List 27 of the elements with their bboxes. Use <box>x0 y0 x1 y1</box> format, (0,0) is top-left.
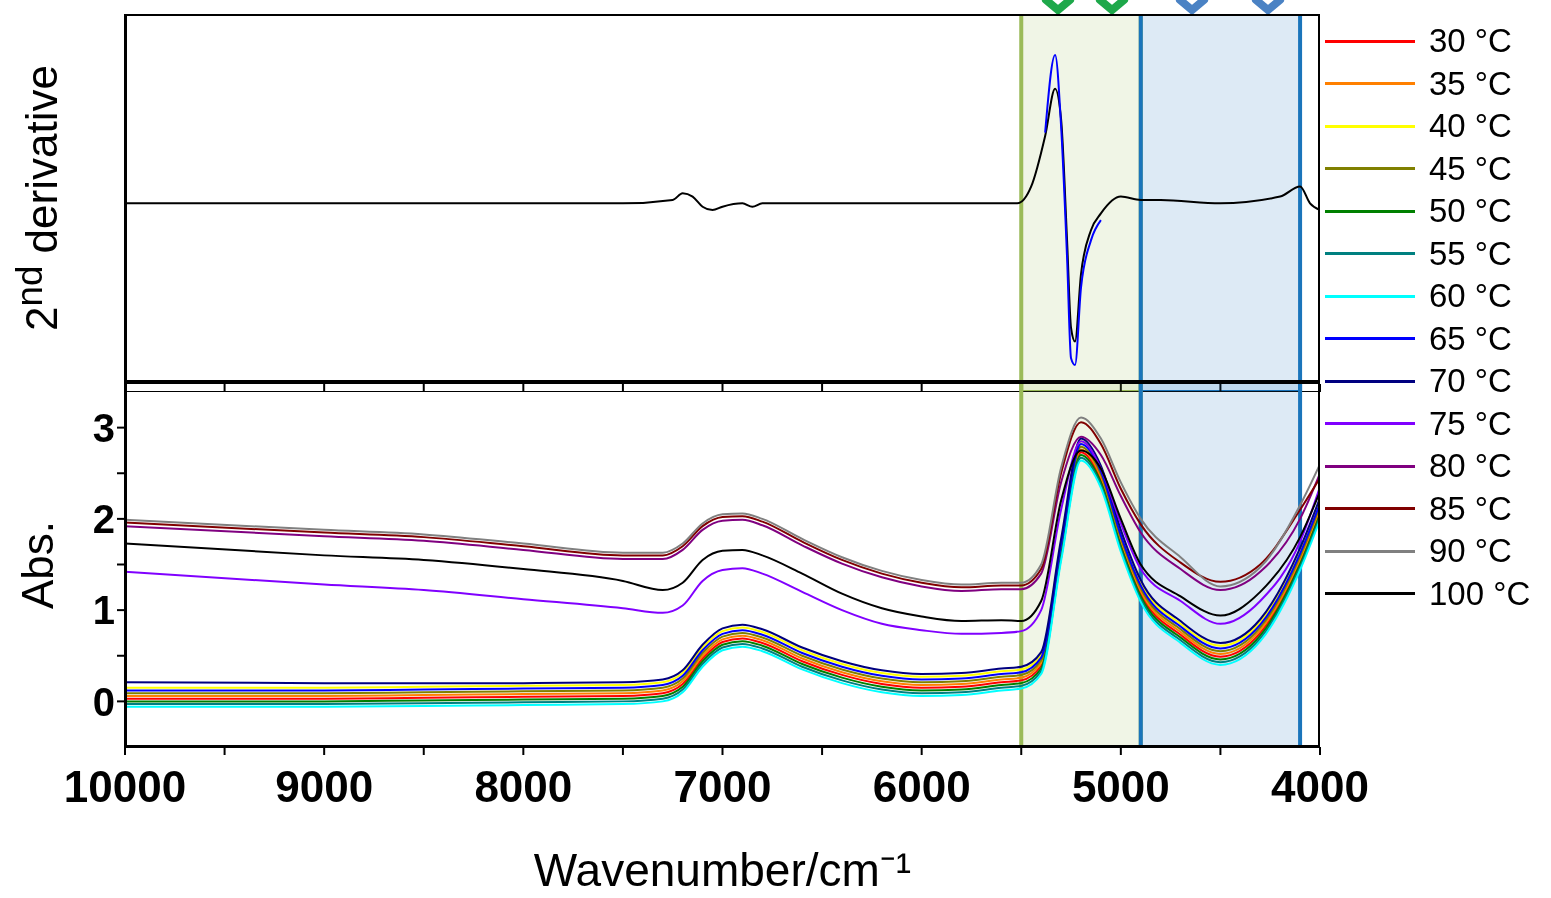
legend-label: 90 °C <box>1429 532 1512 571</box>
legend-label: 35 °C <box>1429 64 1512 103</box>
x-axis-title: Wavenumber/cm⁻¹ <box>533 843 912 898</box>
x-tick-label: 9000 <box>275 762 374 812</box>
legend-label: 55 °C <box>1429 234 1512 273</box>
legend-label: 45 °C <box>1429 149 1512 188</box>
x-tick-label: 4000 <box>1271 762 1369 812</box>
legend-label: 70 °C <box>1429 362 1512 401</box>
x-tick-label: 5000 <box>1071 762 1170 812</box>
x-tick-label: 8000 <box>474 762 573 812</box>
x-tick-label: 6000 <box>872 762 971 812</box>
legend-label: 80 °C <box>1429 447 1512 486</box>
legend-label: 65 °C <box>1429 319 1512 358</box>
y-tick-label: 2 <box>92 497 115 542</box>
x-tick-label: 7000 <box>673 762 772 812</box>
y-axis-title: Abs. <box>13 520 63 609</box>
y-tick-label: 1 <box>92 588 115 633</box>
legend-label: 40 °C <box>1429 107 1512 146</box>
legend-label: 30 °C <box>1429 22 1512 61</box>
legend-label: 100 °C <box>1429 574 1531 613</box>
y-tick-label: 0 <box>92 679 115 724</box>
legend-label: 60 °C <box>1429 277 1512 316</box>
legend-label: 75 °C <box>1429 404 1512 443</box>
y-tick-label: 3 <box>92 405 115 450</box>
x-tick-label: 10000 <box>63 762 187 812</box>
legend-label: 50 °C <box>1429 192 1512 231</box>
legend-label: 85 °C <box>1429 489 1512 528</box>
